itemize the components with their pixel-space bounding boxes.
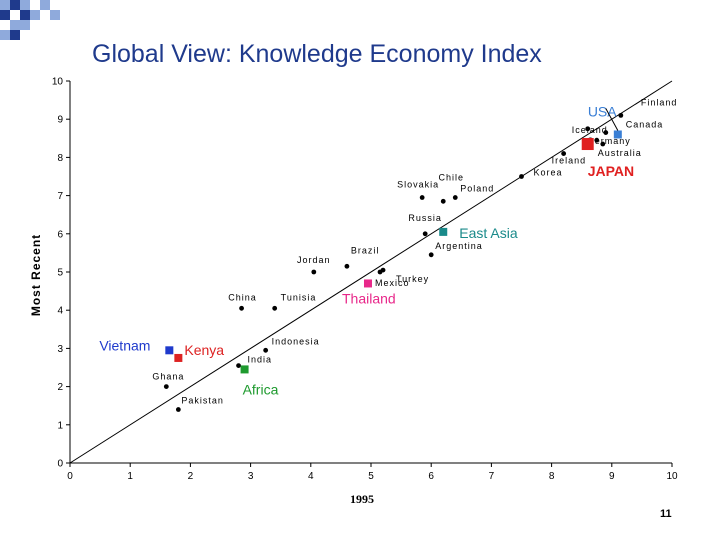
point-poland bbox=[440, 198, 446, 204]
point-finland bbox=[618, 112, 624, 118]
x-tick-label: 0 bbox=[67, 471, 73, 482]
label-turkey: Turkey bbox=[396, 274, 429, 284]
y-tick-label: 5 bbox=[57, 268, 63, 279]
x-tick-label: 9 bbox=[609, 471, 615, 482]
x-tick-label: 1 bbox=[127, 471, 133, 482]
point-ghana bbox=[163, 384, 169, 389]
label-finland: Finland bbox=[641, 97, 678, 107]
label-kenya: Kenya bbox=[184, 342, 224, 358]
label-brazil: Brazil bbox=[351, 245, 380, 255]
label-mexico: Mexico bbox=[375, 278, 410, 288]
point-india bbox=[236, 363, 241, 368]
point-slovakia bbox=[419, 195, 425, 200]
label-ghana: Ghana bbox=[152, 372, 184, 382]
x-tick-label: 7 bbox=[489, 471, 495, 482]
label-indonesia: Indonesia bbox=[272, 336, 320, 346]
y-tick-label: 10 bbox=[52, 77, 64, 88]
label-pakistan: Pakistan bbox=[181, 396, 224, 406]
label-poland: Poland bbox=[460, 183, 494, 193]
point-argentina bbox=[428, 252, 434, 258]
label-tunisia: Tunisia bbox=[281, 292, 317, 302]
point-mexico bbox=[380, 267, 386, 273]
marker-thailand bbox=[363, 279, 372, 288]
reference-line-group bbox=[69, 80, 673, 464]
label-china: China bbox=[228, 292, 257, 302]
y-tick-label: 8 bbox=[57, 153, 63, 164]
slide-corner-decoration bbox=[0, 0, 60, 40]
point-tunisia bbox=[272, 305, 278, 311]
point-canada bbox=[603, 130, 609, 135]
point-germany bbox=[594, 137, 600, 143]
country-points: Finland Iceland Canada Germany Australia Irel… bbox=[152, 97, 678, 412]
marker-japan bbox=[581, 138, 594, 151]
usa-leader-line bbox=[605, 108, 619, 131]
point-iceland bbox=[585, 126, 591, 132]
label-jordan: Jordan bbox=[297, 255, 331, 265]
label-usa: USA bbox=[588, 103, 617, 119]
marker-east-asia bbox=[439, 227, 448, 236]
reference-line bbox=[69, 80, 673, 464]
x-tick-label: 6 bbox=[428, 471, 434, 482]
y-tick-label: 0 bbox=[57, 459, 63, 470]
marker-usa bbox=[613, 130, 622, 139]
point-brazil bbox=[344, 263, 350, 269]
label-chile: Chile bbox=[439, 173, 465, 183]
y-tick-label: 7 bbox=[57, 191, 63, 202]
x-tick-label: 4 bbox=[308, 471, 314, 482]
label-germany: Germany bbox=[587, 136, 631, 146]
point-jordan bbox=[311, 269, 317, 275]
label-iceland: Iceland bbox=[572, 125, 608, 135]
label-argentina: Argentina bbox=[435, 241, 483, 251]
label-africa: Africa bbox=[243, 381, 279, 397]
y-tick-label: 9 bbox=[57, 115, 63, 126]
x-tick-label: 3 bbox=[248, 471, 254, 482]
label-australia: Australia bbox=[598, 148, 642, 158]
slide-title: Global View: Knowledge Economy Index bbox=[92, 40, 542, 68]
point-china bbox=[239, 305, 244, 311]
point-chile bbox=[452, 195, 458, 200]
point-pakistan bbox=[175, 407, 181, 412]
point-indonesia bbox=[263, 347, 269, 353]
marker-africa bbox=[240, 365, 249, 374]
marker-kenya bbox=[174, 353, 183, 362]
y-axis-title: Most Recent bbox=[29, 234, 43, 316]
label-slovakia: Slovakia bbox=[397, 180, 439, 190]
label-vietnam: Vietnam bbox=[99, 337, 150, 353]
y-tick-label: 3 bbox=[57, 344, 63, 355]
label-india: India bbox=[248, 355, 273, 365]
point-ireland bbox=[561, 151, 567, 156]
y-tick-label: 2 bbox=[57, 382, 63, 393]
label-russia: Russia bbox=[408, 213, 442, 223]
label-ireland: Ireland bbox=[552, 156, 587, 166]
marker-vietnam bbox=[165, 346, 174, 355]
label-canada: Canada bbox=[626, 120, 664, 130]
point-russia bbox=[422, 231, 428, 237]
highlighted-points: USA JAPAN East Asia Thailand Vietnam Kenya Afr… bbox=[99, 103, 634, 397]
label-japan: JAPAN bbox=[588, 163, 634, 179]
x-axis-title: 1995 bbox=[350, 492, 374, 506]
point-australia bbox=[600, 141, 606, 147]
x-tick-label: 5 bbox=[368, 471, 374, 482]
label-east-asia: East Asia bbox=[459, 225, 518, 241]
x-tick-label: 10 bbox=[666, 471, 678, 482]
y-tick-label: 1 bbox=[57, 420, 63, 431]
point-korea bbox=[519, 174, 524, 179]
y-tick-label: 4 bbox=[57, 306, 63, 317]
x-tick-label: 8 bbox=[549, 471, 555, 482]
axes: 0 1 2 3 4 5 6 7 8 9 10 0 1 2 3 4 5 6 7 8 9 10 1995 Most Recent bbox=[29, 77, 678, 507]
label-thailand: Thailand bbox=[342, 290, 396, 306]
label-korea: Korea bbox=[534, 168, 563, 178]
x-tick-label: 2 bbox=[188, 471, 194, 482]
page-number: 11 bbox=[660, 508, 672, 520]
y-tick-label: 6 bbox=[57, 229, 63, 240]
